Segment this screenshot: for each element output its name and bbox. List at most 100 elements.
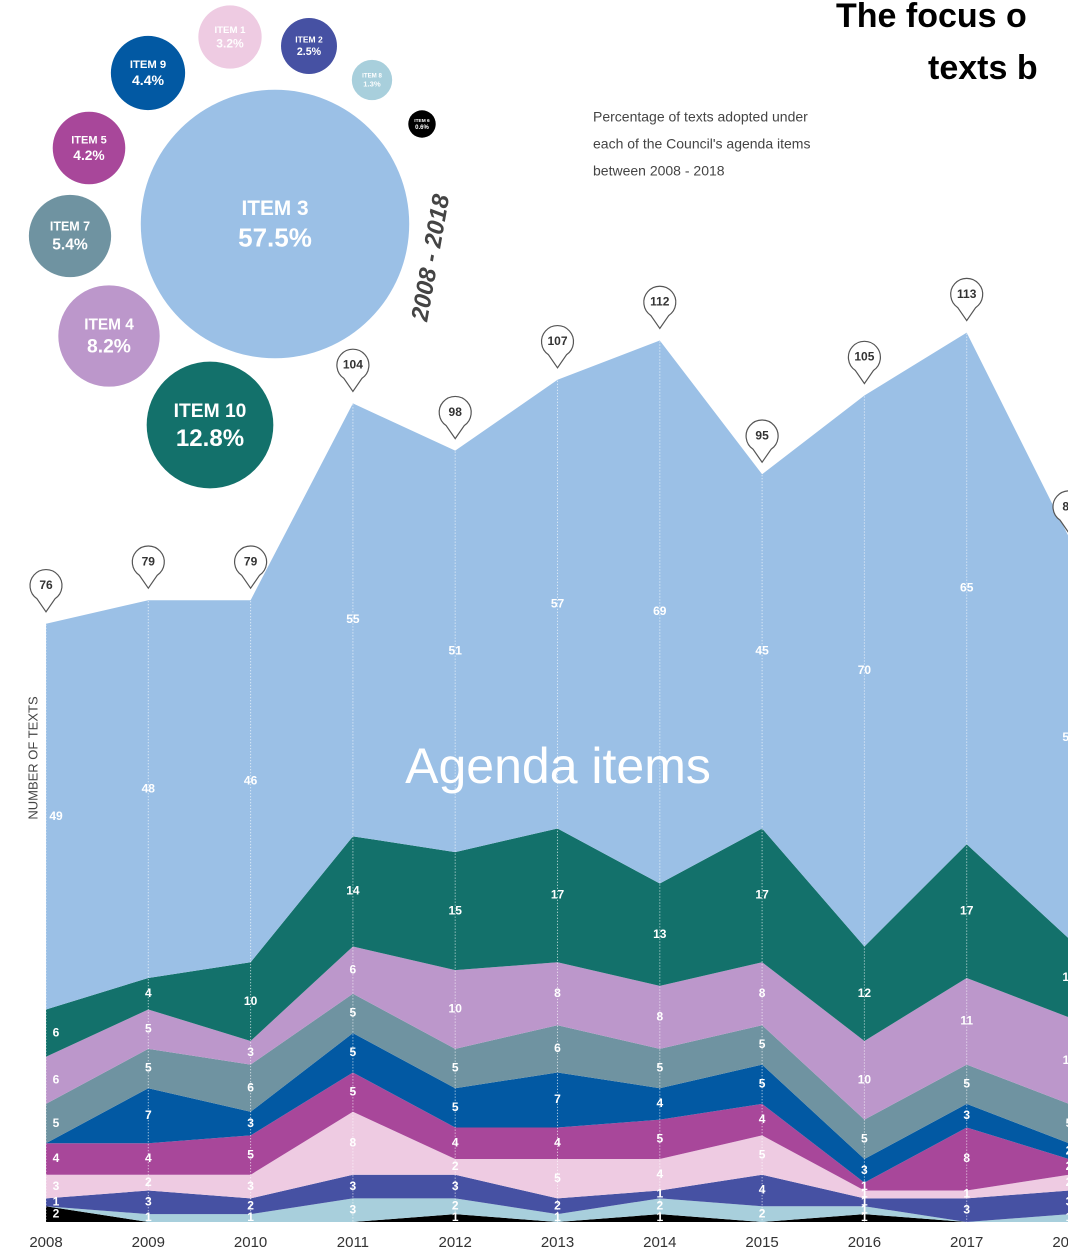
- total-pin: [336, 348, 370, 393]
- segment-label: 5: [759, 1076, 766, 1090]
- bubble: [408, 110, 436, 138]
- segment-label: 1: [963, 1187, 970, 1201]
- segment-label: 3: [247, 1116, 254, 1130]
- segment-label: 17: [960, 903, 974, 917]
- segment-label: 5: [861, 1132, 868, 1146]
- segment-label: 11: [960, 1013, 973, 1027]
- segment-label: 10: [244, 994, 258, 1008]
- segment-label: 1: [861, 1179, 868, 1193]
- x-tick-label: 2017: [950, 1234, 983, 1251]
- segment-label: 45: [755, 644, 769, 658]
- segment-label: 8: [554, 986, 561, 1000]
- segment-label: 17: [755, 888, 769, 902]
- segment-label: 13: [653, 927, 667, 941]
- segment-label: 2: [759, 1206, 766, 1220]
- segment-label: 5: [759, 1037, 766, 1051]
- x-tick-label: 2011: [337, 1234, 369, 1251]
- segment-label: 2: [53, 1206, 60, 1220]
- segment-label: 4: [759, 1183, 766, 1197]
- segment-label: 1: [861, 1187, 868, 1201]
- segment-label: 2: [452, 1159, 459, 1173]
- segment-label: 1: [53, 1194, 60, 1208]
- segment-label: 6: [350, 962, 357, 976]
- bubble: [110, 35, 186, 111]
- segment-label: 1: [861, 1210, 868, 1224]
- segment-label: 10: [858, 1072, 872, 1086]
- segment-label: 1: [452, 1210, 459, 1224]
- bubble: [58, 285, 160, 387]
- segment-label: 65: [960, 581, 974, 595]
- bubble-name: ITEM 2: [295, 34, 323, 44]
- segment-label: 5: [759, 1147, 766, 1161]
- segment-label: 3: [1066, 1194, 1068, 1208]
- bubble-name: ITEM 5: [71, 134, 107, 146]
- segment-label: 6: [247, 1080, 254, 1094]
- segment-label: 8: [350, 1135, 357, 1149]
- segment-label: 5: [350, 1006, 357, 1020]
- subtitle: each of the Council's agenda items: [593, 136, 810, 152]
- total-pin: [643, 285, 677, 330]
- bubble-value: 1.3%: [363, 80, 381, 89]
- segment-label: 4: [53, 1151, 60, 1165]
- segment-label: 2: [247, 1198, 254, 1212]
- area-band: [46, 1198, 1068, 1222]
- segment-label: 5: [656, 1132, 663, 1146]
- segment-label: 48: [142, 781, 156, 795]
- bubble-value: 4.4%: [132, 72, 165, 88]
- segment-label: 3: [452, 1179, 459, 1193]
- total-pin: [950, 277, 984, 322]
- bubble-name: ITEM 7: [50, 220, 90, 234]
- bubble-value: 2.5%: [297, 46, 322, 58]
- total-pin: [745, 419, 779, 464]
- segment-label: 3: [247, 1179, 254, 1193]
- subtitle: Percentage of texts adopted under: [593, 109, 808, 125]
- segment-label: 4: [554, 1135, 561, 1149]
- segment-label: 5: [452, 1061, 459, 1075]
- subtitle: between 2008 - 2018: [593, 163, 725, 179]
- segment-label: 6: [53, 1072, 60, 1086]
- area-band: [46, 332, 1068, 1010]
- segment-label: 2: [452, 1198, 459, 1212]
- segment-label: 5: [656, 1061, 663, 1075]
- x-tick-label: 2016: [848, 1234, 881, 1251]
- area-band: [46, 993, 1068, 1160]
- area-band: [46, 1033, 1068, 1183]
- segment-label: 3: [350, 1179, 357, 1193]
- segment-label: 46: [244, 773, 258, 787]
- bubble: [52, 111, 126, 185]
- segment-label: 2: [1066, 1175, 1068, 1189]
- bubble-value: 0.6%: [415, 125, 429, 131]
- segment-label: 69: [653, 604, 667, 618]
- segment-label: 3: [53, 1179, 60, 1193]
- x-tick-label: 2014: [643, 1234, 676, 1251]
- segment-label: 3: [145, 1194, 152, 1208]
- y-axis-label: NUMBER OF TEXTS: [25, 696, 40, 820]
- total-pin: [847, 340, 881, 385]
- segment-label: 8: [963, 1151, 970, 1165]
- segment-label: 1: [145, 1210, 152, 1224]
- segment-label: 7: [554, 1092, 561, 1106]
- total-label: 79: [142, 554, 156, 568]
- segment-label: 12: [858, 986, 872, 1000]
- segment-label: 5: [350, 1084, 357, 1098]
- area-band: [46, 1111, 1068, 1199]
- segment-label: 51: [1062, 730, 1068, 744]
- total-pin: [131, 545, 165, 590]
- segment-label: 7: [145, 1108, 152, 1122]
- total-pin: [1052, 490, 1068, 533]
- bubble-value: 57.5%: [238, 222, 312, 252]
- segment-label: 6: [53, 1025, 60, 1039]
- x-tick-label: 2018: [1052, 1234, 1068, 1251]
- segment-label: 1: [247, 1210, 254, 1224]
- segment-label: 4: [452, 1135, 459, 1149]
- total-label: 105: [854, 350, 874, 364]
- bubble: [140, 89, 410, 359]
- segment-label: 2: [1066, 1159, 1068, 1173]
- segment-label: 3: [861, 1163, 868, 1177]
- bubble-name: ITEM 9: [130, 59, 166, 71]
- segment-label: 3: [350, 1202, 357, 1216]
- segment-label: 1: [861, 1194, 868, 1208]
- total-label: 104: [343, 358, 363, 372]
- bubble-value: 4.2%: [73, 148, 104, 163]
